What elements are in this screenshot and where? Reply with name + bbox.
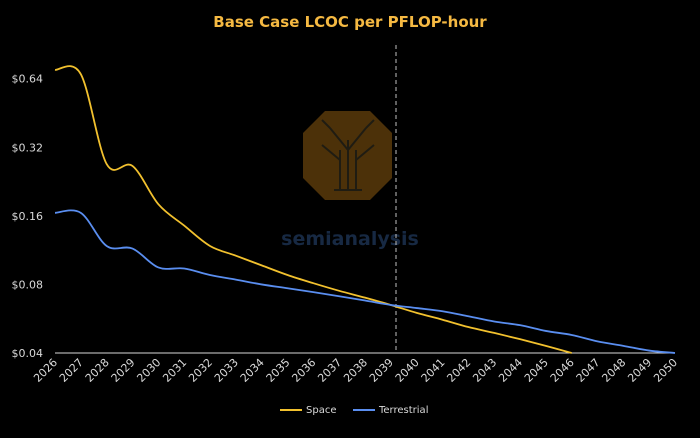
x-tick-label: 2044 [496, 356, 525, 385]
x-tick-label: 2040 [393, 356, 422, 385]
x-tick-label: 2031 [160, 356, 189, 385]
legend-label-terrestrial: Terrestrial [378, 405, 428, 416]
x-tick-label: 2029 [109, 356, 138, 385]
x-tick-label: 2042 [444, 356, 473, 385]
x-tick-label: 2027 [57, 356, 86, 385]
x-tick-label: 2036 [289, 356, 318, 385]
x-tick-label: 2049 [625, 356, 654, 385]
x-tick-label: 2033 [212, 356, 241, 385]
y-tick-label: $0.16 [12, 210, 44, 223]
x-tick-label: 2030 [134, 356, 163, 385]
series-line-terrestrial [54, 209, 676, 354]
watermark-text: semianalysis [281, 228, 419, 250]
x-tick-label: 2046 [548, 356, 577, 385]
series-layer [54, 65, 676, 354]
x-tick-label: 2026 [31, 356, 60, 385]
y-tick-label: $0.32 [12, 141, 44, 154]
legend-label-space: Space [306, 405, 336, 416]
x-tick-label: 2032 [186, 356, 215, 385]
y-tick-label: $0.08 [12, 278, 44, 291]
series-line-space [54, 65, 572, 354]
x-tick-label: 2045 [522, 356, 551, 385]
x-tick-label: 2038 [341, 356, 370, 385]
watermark-tree-icon [321, 119, 375, 191]
x-tick-label: 2035 [264, 356, 293, 385]
chart-title: Base Case LCOC per PFLOP-hour [213, 13, 487, 31]
y-tick-label: $0.64 [12, 73, 44, 86]
x-tick-label: 2039 [367, 356, 396, 385]
x-tick-label: 2037 [315, 356, 344, 385]
x-tick-label: 2047 [574, 356, 603, 385]
x-tick-label: 2043 [470, 356, 499, 385]
legend: Space Terrestrial [280, 405, 428, 416]
x-tick-label: 2034 [238, 356, 267, 385]
x-tick-label: 2048 [599, 356, 628, 385]
x-tick-label: 2050 [651, 356, 680, 385]
x-tick-label: 2041 [419, 356, 448, 385]
x-tick-label: 2028 [83, 356, 112, 385]
y-tick-label: $0.04 [12, 347, 44, 360]
watermark-logo: semianalysis [281, 111, 419, 250]
